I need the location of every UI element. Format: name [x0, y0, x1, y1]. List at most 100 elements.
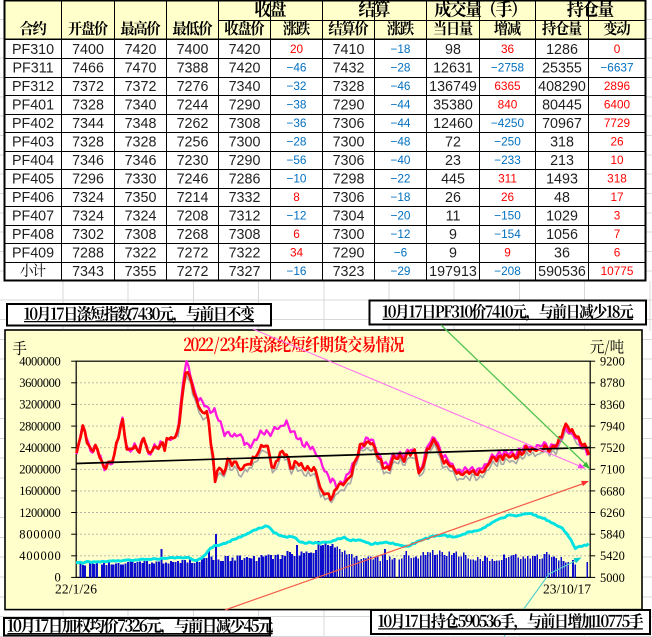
svg-text:PF311: PF311	[12, 61, 53, 77]
svg-text:7306: 7306	[333, 116, 365, 132]
svg-text:6260: 6260	[600, 506, 625, 520]
svg-text:318: 318	[550, 135, 574, 151]
svg-text:12631: 12631	[433, 61, 473, 77]
svg-text:−20: −20	[390, 209, 410, 223]
svg-text:7340: 7340	[229, 79, 261, 95]
svg-text:7262: 7262	[177, 116, 209, 132]
svg-text:36: 36	[554, 246, 570, 262]
svg-text:70967: 70967	[542, 116, 582, 132]
svg-text:26: 26	[445, 190, 461, 206]
svg-text:7290: 7290	[333, 246, 365, 262]
svg-text:8: 8	[293, 190, 300, 204]
svg-text:7324: 7324	[72, 209, 104, 225]
svg-text:7350: 7350	[125, 190, 157, 206]
svg-text:7300: 7300	[333, 135, 365, 151]
svg-text:7256: 7256	[177, 135, 209, 151]
svg-text:7346: 7346	[72, 153, 104, 169]
svg-text:7940: 7940	[600, 420, 625, 434]
svg-text:23/10/17: 23/10/17	[543, 582, 591, 597]
svg-text:7308: 7308	[229, 116, 261, 132]
svg-text:98: 98	[445, 42, 461, 58]
svg-text:PF403: PF403	[12, 135, 54, 151]
svg-text:7300: 7300	[229, 135, 261, 151]
svg-text:4000000: 4000000	[19, 355, 61, 369]
svg-text:197913: 197913	[429, 264, 477, 280]
svg-text:7290: 7290	[333, 98, 365, 114]
svg-text:7324: 7324	[72, 190, 104, 206]
svg-text:7268: 7268	[177, 227, 209, 243]
svg-text:7246: 7246	[177, 172, 209, 188]
svg-text:840: 840	[498, 98, 518, 112]
svg-text:7276: 7276	[177, 79, 209, 95]
svg-text:590536: 590536	[538, 264, 586, 280]
svg-text:7304: 7304	[333, 209, 365, 225]
svg-text:9: 9	[504, 246, 511, 260]
svg-text:PF409: PF409	[12, 246, 54, 262]
svg-text:7400: 7400	[72, 42, 104, 58]
svg-text:−29: −29	[390, 264, 410, 278]
svg-text:5420: 5420	[600, 549, 625, 563]
svg-text:7312: 7312	[229, 209, 261, 225]
svg-text:10775: 10775	[601, 264, 634, 278]
svg-text:−2758: −2758	[491, 61, 525, 75]
svg-text:1200000: 1200000	[19, 506, 61, 520]
svg-text:9: 9	[449, 227, 457, 243]
svg-text:−6637: −6637	[600, 61, 633, 75]
svg-text:26: 26	[501, 190, 515, 204]
svg-text:1029: 1029	[546, 209, 578, 225]
svg-text:7332: 7332	[229, 190, 261, 206]
svg-text:0: 0	[55, 571, 61, 585]
svg-text:−46: −46	[390, 79, 410, 93]
svg-text:7322: 7322	[229, 246, 261, 262]
svg-text:7308: 7308	[125, 227, 157, 243]
svg-text:−150: −150	[494, 209, 521, 223]
svg-text:6: 6	[293, 227, 300, 241]
svg-text:7296: 7296	[72, 172, 104, 188]
svg-text:−208: −208	[494, 264, 521, 278]
svg-text:1493: 1493	[546, 172, 578, 188]
svg-text:318: 318	[607, 172, 627, 186]
svg-text:PF406: PF406	[12, 190, 54, 206]
svg-text:7400: 7400	[177, 42, 209, 58]
svg-text:7230: 7230	[177, 153, 209, 169]
svg-text:−40: −40	[390, 153, 410, 167]
svg-text:PF312: PF312	[12, 79, 54, 95]
svg-text:7290: 7290	[229, 153, 261, 169]
svg-text:25355: 25355	[542, 61, 582, 77]
svg-text:−36: −36	[286, 116, 306, 130]
svg-text:7520: 7520	[600, 441, 625, 455]
svg-text:48: 48	[554, 190, 570, 206]
svg-text:−46: −46	[286, 61, 306, 75]
svg-text:6400: 6400	[604, 98, 631, 112]
svg-text:7420: 7420	[229, 61, 261, 77]
svg-text:−44: −44	[390, 98, 410, 112]
svg-text:7420: 7420	[229, 42, 261, 58]
svg-text:PF404: PF404	[12, 153, 54, 169]
svg-text:7306: 7306	[333, 153, 365, 169]
svg-text:−10: −10	[286, 172, 306, 186]
svg-text:−250: −250	[494, 135, 521, 149]
svg-text:12460: 12460	[433, 116, 473, 132]
svg-text:7340: 7340	[125, 98, 157, 114]
svg-text:7344: 7344	[72, 116, 104, 132]
svg-text:1286: 1286	[546, 42, 578, 58]
svg-text:7330: 7330	[125, 172, 157, 188]
svg-text:11: 11	[446, 209, 461, 225]
svg-text:23: 23	[445, 153, 461, 169]
svg-text:2000000: 2000000	[19, 463, 61, 477]
svg-text:7328: 7328	[333, 79, 365, 95]
svg-text:2800000: 2800000	[19, 419, 61, 433]
svg-text:7272: 7272	[177, 264, 209, 280]
svg-text:7343: 7343	[72, 264, 104, 280]
svg-text:7306: 7306	[333, 190, 365, 206]
svg-text:−56: −56	[286, 153, 306, 167]
svg-text:17: 17	[610, 190, 623, 204]
svg-text:−38: −38	[286, 98, 306, 112]
svg-text:26: 26	[610, 135, 624, 149]
svg-text:−154: −154	[494, 227, 521, 241]
svg-text:7328: 7328	[125, 135, 157, 151]
svg-text:3200000: 3200000	[19, 398, 61, 412]
svg-text:22/1/26: 22/1/26	[55, 582, 97, 597]
svg-text:5000: 5000	[600, 571, 625, 585]
svg-text:7298: 7298	[333, 172, 365, 188]
